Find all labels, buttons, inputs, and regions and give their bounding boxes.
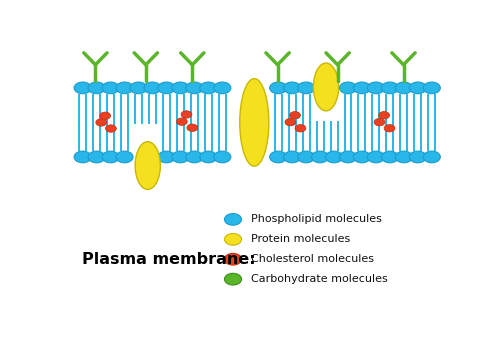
Circle shape xyxy=(214,82,231,94)
Circle shape xyxy=(396,82,412,94)
Circle shape xyxy=(116,82,133,94)
Circle shape xyxy=(378,111,390,119)
Circle shape xyxy=(172,151,189,163)
Circle shape xyxy=(368,151,384,163)
Circle shape xyxy=(102,82,119,94)
Circle shape xyxy=(410,151,426,163)
Circle shape xyxy=(382,82,398,94)
Text: Carbohydrate molecules: Carbohydrate molecules xyxy=(251,274,388,284)
Circle shape xyxy=(340,82,356,94)
Ellipse shape xyxy=(240,79,269,166)
Circle shape xyxy=(295,125,306,132)
Circle shape xyxy=(382,151,398,163)
Circle shape xyxy=(354,82,370,94)
Circle shape xyxy=(186,82,203,94)
Circle shape xyxy=(224,273,242,285)
Circle shape xyxy=(74,151,91,163)
Circle shape xyxy=(270,151,286,163)
Circle shape xyxy=(326,151,342,163)
Circle shape xyxy=(354,151,370,163)
Circle shape xyxy=(158,151,175,163)
Circle shape xyxy=(224,253,242,265)
Circle shape xyxy=(214,151,231,163)
Circle shape xyxy=(96,119,106,126)
Circle shape xyxy=(270,82,286,94)
Circle shape xyxy=(410,82,426,94)
Circle shape xyxy=(172,82,189,94)
Circle shape xyxy=(224,234,242,245)
Circle shape xyxy=(106,125,117,132)
Circle shape xyxy=(340,151,356,163)
Circle shape xyxy=(158,82,175,94)
Circle shape xyxy=(284,82,300,94)
Circle shape xyxy=(88,82,105,94)
Circle shape xyxy=(396,151,412,163)
Circle shape xyxy=(298,151,314,163)
Circle shape xyxy=(224,214,242,225)
Circle shape xyxy=(186,151,203,163)
Circle shape xyxy=(200,151,217,163)
Circle shape xyxy=(290,111,300,119)
Ellipse shape xyxy=(135,142,160,189)
Circle shape xyxy=(384,125,395,132)
Circle shape xyxy=(144,82,161,94)
Circle shape xyxy=(284,151,300,163)
Circle shape xyxy=(176,118,188,125)
Circle shape xyxy=(312,151,328,163)
Text: Cholesterol molecules: Cholesterol molecules xyxy=(251,254,374,264)
Circle shape xyxy=(181,111,192,118)
Circle shape xyxy=(130,82,147,94)
Circle shape xyxy=(424,151,440,163)
Circle shape xyxy=(285,118,296,126)
Circle shape xyxy=(374,118,385,126)
Circle shape xyxy=(424,82,440,94)
Circle shape xyxy=(200,82,217,94)
Circle shape xyxy=(88,151,105,163)
Circle shape xyxy=(100,112,110,119)
Circle shape xyxy=(298,82,314,94)
Text: Plasma membrane:: Plasma membrane: xyxy=(82,252,256,267)
Circle shape xyxy=(187,124,198,131)
Circle shape xyxy=(74,82,91,94)
Circle shape xyxy=(102,151,119,163)
Circle shape xyxy=(368,82,384,94)
Circle shape xyxy=(116,151,133,163)
Ellipse shape xyxy=(314,63,338,111)
Text: Phospholipid molecules: Phospholipid molecules xyxy=(251,214,382,224)
Text: Protein molecules: Protein molecules xyxy=(251,234,350,244)
